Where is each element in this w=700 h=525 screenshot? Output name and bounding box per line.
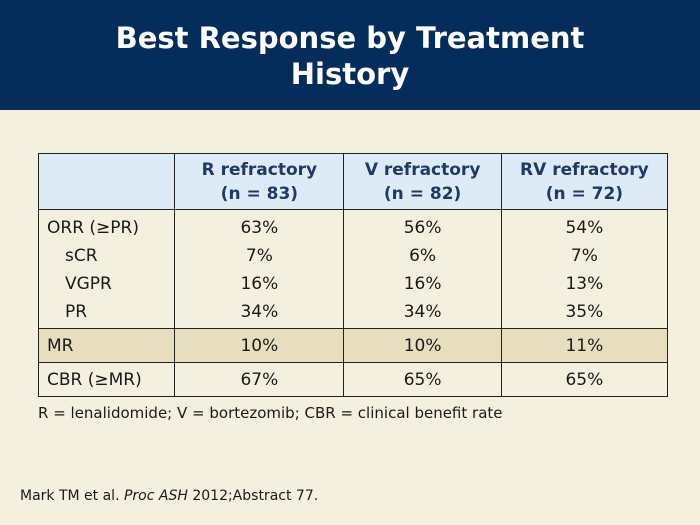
table-row-orr: ORR (≥PR) 63% 56% 54% [37,209,669,242]
row-label: CBR (≥MR) [37,362,176,397]
cell-value: 13% [500,270,669,298]
citation-authors: Mark TM et al. [20,488,124,504]
table-header-row: R refractory (n = 83) V refractory (n = … [37,153,669,210]
citation-details: 2012;Abstract 77. [187,488,319,504]
header-n: (n = 82) [383,183,462,204]
header-n: (n = 83) [220,183,299,204]
header-empty-cell [37,153,176,210]
title-banner: Best Response by Treatment History [0,0,700,110]
header-label: RV refractory [520,159,649,180]
cell-value: 7% [174,242,345,270]
cell-value: 10% [174,328,345,363]
cell-value: 10% [343,328,502,363]
header-n: (n = 72) [545,183,624,204]
citation: Mark TM et al. Proc ASH 2012;Abstract 77… [20,488,318,504]
row-label: VGPR [37,270,176,298]
cell-value: 35% [500,298,669,329]
table-row-vgpr: VGPR 16% 16% 13% [37,270,669,298]
cell-value: 7% [500,242,669,270]
header-label: R refractory [201,159,318,180]
cell-value: 65% [500,362,669,397]
response-table: R refractory (n = 83) V refractory (n = … [37,153,669,397]
row-label: ORR (≥PR) [37,209,176,242]
table-row-scr: sCR 7% 6% 7% [37,242,669,270]
row-label: PR [37,298,176,329]
cell-value: 63% [174,209,345,242]
cell-value: 11% [500,328,669,363]
table-row-pr: PR 34% 34% 35% [37,298,669,329]
cell-value: 34% [174,298,345,329]
cell-value: 6% [343,242,502,270]
header-r-refractory: R refractory (n = 83) [174,153,345,210]
table-row-cbr: CBR (≥MR) 67% 65% 65% [37,362,669,397]
citation-journal: Proc ASH [123,488,188,504]
abbreviation-footnote: R = lenalidomide; V = bortezomib; CBR = … [38,404,503,422]
cell-value: 65% [343,362,502,397]
table-row-mr: MR 10% 10% 11% [37,328,669,363]
header-rv-refractory: RV refractory (n = 72) [500,153,669,210]
cell-value: 56% [343,209,502,242]
cell-value: 54% [500,209,669,242]
header-v-refractory: V refractory (n = 82) [343,153,502,210]
cell-value: 34% [343,298,502,329]
cell-value: 67% [174,362,345,397]
header-label: V refractory [364,159,481,180]
row-label: sCR [37,242,176,270]
cell-value: 16% [174,270,345,298]
slide-title: Best Response by Treatment History [115,21,585,91]
row-label: MR [37,328,176,363]
cell-value: 16% [343,270,502,298]
